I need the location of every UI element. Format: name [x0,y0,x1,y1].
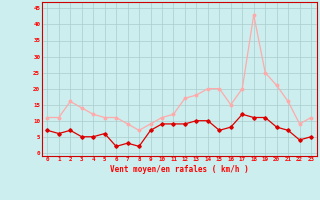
X-axis label: Vent moyen/en rafales ( km/h ): Vent moyen/en rafales ( km/h ) [110,165,249,174]
